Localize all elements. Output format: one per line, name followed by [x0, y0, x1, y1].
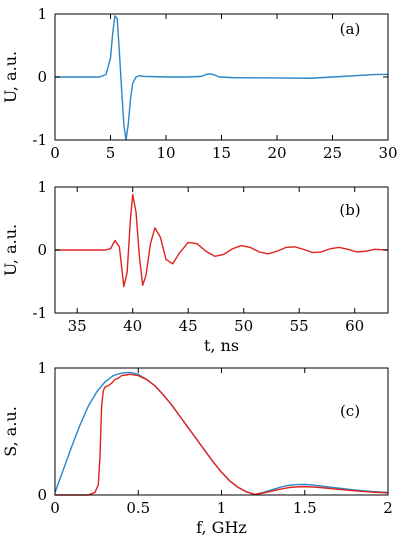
x-axis-label: f, GHz [196, 518, 247, 537]
panel-label: (a) [340, 20, 361, 38]
x-tick-label: 0 [50, 499, 60, 517]
y-tick-label: 0 [37, 241, 47, 259]
y-axis-label: U, a.u. [1, 224, 20, 276]
y-tick-label: 1 [37, 359, 47, 377]
panel-label: (c) [340, 402, 360, 420]
panel-label: (b) [339, 201, 360, 219]
y-tick-label: -1 [32, 304, 47, 322]
y-tick-label: 1 [37, 5, 47, 23]
x-tick-label: 60 [345, 317, 364, 335]
x-tick-label: 10 [156, 144, 175, 162]
series-line-blue [55, 15, 388, 141]
x-tick-label: 45 [179, 317, 198, 335]
y-tick-label: -1 [32, 131, 47, 149]
x-tick-label: 30 [378, 144, 397, 162]
y-tick-label: 1 [37, 178, 47, 196]
y-axis-label: S, a.u. [1, 406, 20, 457]
x-axis-label: t, ns [204, 336, 239, 355]
series-line-red [55, 373, 389, 496]
x-tick-label: 1 [217, 499, 227, 517]
x-tick-label: 35 [68, 317, 87, 335]
x-tick-label: 25 [323, 144, 342, 162]
series-line-red [55, 193, 389, 288]
x-tick-label: 50 [234, 317, 253, 335]
y-tick-label: 0 [37, 486, 47, 504]
x-tick-label: 0.5 [126, 499, 150, 517]
x-tick-label: 5 [106, 144, 116, 162]
x-tick-label: 0 [50, 144, 60, 162]
x-tick-label: 2 [383, 499, 393, 517]
panel-b: 35 40 45 50 55 60 -1 0 1 U, a.u. t, ns (b) [1, 178, 389, 355]
x-tick-label: 1.5 [293, 499, 317, 517]
x-tick-label: 15 [212, 144, 231, 162]
x-tick-label: 40 [123, 317, 142, 335]
y-tick-label: 0 [37, 68, 47, 86]
y-axis-label: U, a.u. [1, 51, 20, 103]
series-line-blue [54, 371, 389, 496]
x-tick-label: 20 [267, 144, 286, 162]
panel-c: 0 0.5 1 1.5 2 0 1 S, a.u. f, GHz (c) [1, 359, 393, 537]
x-tick-label: 55 [290, 317, 309, 335]
